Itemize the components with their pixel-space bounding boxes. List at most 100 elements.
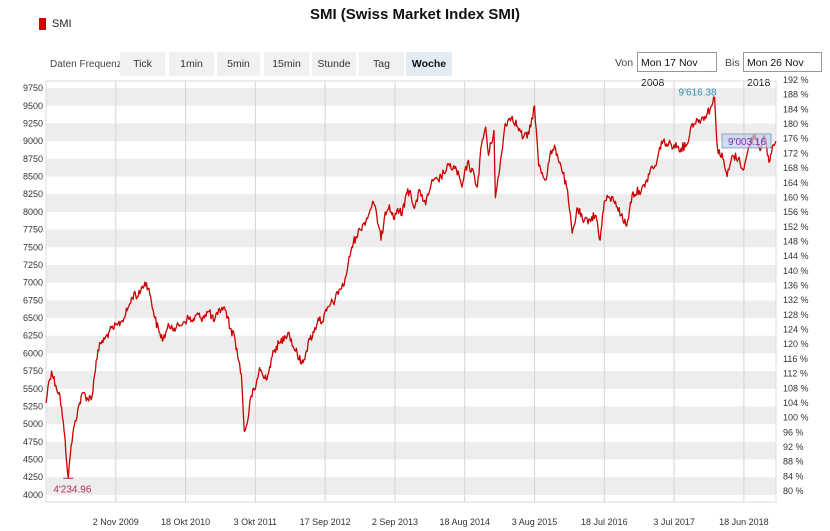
- freq-button-5min[interactable]: 5min: [217, 52, 260, 76]
- grid-band: [46, 123, 776, 142]
- y-left-tick-label: 8750: [23, 154, 43, 164]
- freq-button-stunde[interactable]: Stunde: [312, 52, 356, 76]
- y-right-tick-label: 172 %: [783, 148, 809, 158]
- y-right-tick-label: 100 %: [783, 413, 809, 423]
- y-left-tick-label: 9500: [23, 101, 43, 111]
- x-tick-label: 3 Aug 2015: [512, 517, 558, 527]
- y-right-tick-label: 136 %: [783, 281, 809, 291]
- y-right-tick-label: 144 %: [783, 251, 809, 261]
- legend-swatch-smi: [39, 18, 46, 30]
- y-right-tick-label: 192 %: [783, 75, 809, 85]
- y-left-tick-label: 5750: [23, 366, 43, 376]
- low-annotation-label: 4'234.96: [53, 484, 91, 495]
- grid-band: [46, 441, 776, 460]
- y-right-tick-label: 84 %: [783, 471, 804, 481]
- y-right-tick-label: 112 %: [783, 369, 808, 379]
- grid-band: [46, 229, 776, 248]
- y-right-tick-label: 92 %: [783, 442, 804, 452]
- y-right-tick-label: 132 %: [783, 295, 809, 305]
- x-tick-label: 2 Nov 2009: [93, 517, 139, 527]
- y-left-tick-label: 8250: [23, 189, 43, 199]
- x-tick-label: 18 Jun 2018: [719, 517, 769, 527]
- grid-band: [46, 264, 776, 283]
- freq-button-tag[interactable]: Tag: [359, 52, 404, 76]
- x-tick-label: 3 Okt 2011: [234, 517, 277, 527]
- last-value-box: [721, 133, 772, 149]
- freq-button-woche[interactable]: Woche: [406, 52, 452, 76]
- grid-band: [46, 371, 776, 389]
- left-axis-labels: 4000 4250 4500 4750 5000 5250 5500 5750 6000 6250…: [23, 83, 43, 500]
- y-right-tick-label: 96 %: [783, 427, 804, 437]
- y-left-tick-label: 7750: [23, 225, 43, 235]
- to-date-input[interactable]: Mon 26 Nov 2018: [743, 52, 822, 89]
- y-right-tick-label: 120 %: [783, 339, 809, 349]
- y-left-tick-label: 9000: [23, 136, 43, 146]
- grid-band: [46, 335, 776, 354]
- to-label: Bis: [725, 57, 740, 69]
- y-right-tick-label: 140 %: [783, 266, 809, 276]
- y-left-tick-label: 5000: [23, 419, 43, 429]
- grid-band: [46, 477, 776, 495]
- plot-border: [45, 80, 777, 503]
- y-left-tick-label: 8000: [23, 207, 43, 217]
- x-tick-label: 18 Okt 2010: [161, 517, 210, 527]
- y-left-tick-label: 6750: [23, 295, 43, 305]
- y-left-tick-label: 4500: [23, 455, 43, 465]
- chart-title: SMI (Swiss Market Index SMI): [309, 6, 521, 23]
- y-right-tick-label: 88 %: [783, 457, 804, 467]
- y-left-tick-label: 8500: [23, 172, 43, 182]
- from-date-input[interactable]: Mon 17 Nov 2008: [637, 52, 717, 89]
- grid-band: [46, 406, 776, 425]
- y-right-tick-label: 80 %: [783, 486, 804, 496]
- y-right-tick-label: 148 %: [783, 236, 809, 246]
- vertical-gridlines: [115, 81, 745, 502]
- x-axis-labels: 2 Nov 2009 18 Okt 2010 3 Okt 2011 17 Sep 20…: [93, 517, 769, 527]
- last-value-label: 9'003.16: [728, 137, 766, 148]
- y-right-tick-label: 180 %: [783, 119, 809, 129]
- y-right-tick-label: 156 %: [783, 207, 809, 217]
- y-left-tick-label: 4750: [23, 437, 43, 447]
- x-tick-label: 3 Jul 2017: [653, 517, 695, 527]
- y-right-tick-label: 128 %: [783, 310, 809, 320]
- x-tick-label: 18 Aug 2014: [439, 517, 490, 527]
- y-right-tick-label: 104 %: [783, 398, 809, 408]
- freq-button-1min[interactable]: 1min: [169, 52, 214, 76]
- y-left-tick-label: 7500: [23, 242, 43, 252]
- y-right-tick-label: 188 %: [783, 90, 809, 100]
- freq-button-15min[interactable]: 15min: [264, 52, 309, 76]
- y-right-tick-label: 168 %: [783, 163, 809, 173]
- legend[interactable]: SMI: [39, 18, 72, 30]
- frequency-label: Daten Frequenz: [50, 59, 122, 70]
- legend-label-smi: SMI: [52, 18, 72, 30]
- y-left-tick-label: 5500: [23, 384, 43, 394]
- right-axis-labels: 80 % 84 % 88 % 92 % 96 % 100 % 104 % 108 % 112 %…: [783, 75, 809, 496]
- high-annotation-label: 9'616.38: [679, 88, 717, 99]
- x-tick-label: 2 Sep 2013: [372, 517, 418, 527]
- x-tick-label: 18 Jul 2016: [581, 517, 628, 527]
- series-line-smi: [45, 96, 777, 479]
- y-right-tick-label: 160 %: [783, 192, 809, 202]
- y-left-tick-label: 7250: [23, 260, 43, 270]
- y-right-tick-label: 176 %: [783, 134, 809, 144]
- y-right-tick-label: 184 %: [783, 104, 809, 114]
- y-left-tick-label: 4000: [23, 490, 43, 500]
- y-right-tick-label: 108 %: [783, 383, 809, 393]
- y-left-tick-label: 9750: [23, 83, 43, 93]
- y-left-tick-label: 5250: [23, 401, 43, 411]
- chart-background-bands: [45, 80, 777, 503]
- freq-button-tick[interactable]: Tick: [120, 52, 165, 76]
- y-left-tick-label: 6250: [23, 331, 43, 341]
- x-tick-label: 17 Sep 2012: [300, 517, 351, 527]
- y-right-tick-label: 116 %: [783, 354, 808, 364]
- y-right-tick-label: 164 %: [783, 178, 809, 188]
- y-left-tick-label: 7000: [23, 278, 43, 288]
- y-left-tick-label: 9250: [23, 118, 43, 128]
- grid-band: [46, 194, 776, 212]
- grid-band: [46, 300, 776, 319]
- y-right-tick-label: 152 %: [783, 222, 809, 232]
- y-right-tick-label: 124 %: [783, 325, 809, 335]
- y-left-tick-label: 6500: [23, 313, 43, 323]
- grid-band: [46, 158, 776, 177]
- annotations: 4'234.96 9'616.38 9'003.16: [53, 88, 772, 495]
